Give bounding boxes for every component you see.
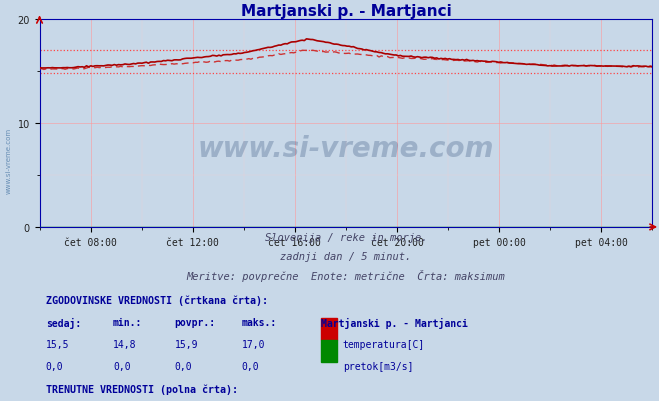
Text: www.si-vreme.com: www.si-vreme.com <box>5 128 12 193</box>
Text: 14,8: 14,8 <box>113 339 136 349</box>
Text: pretok[m3/s]: pretok[m3/s] <box>343 361 413 371</box>
Text: temperatura[C]: temperatura[C] <box>343 339 425 349</box>
Text: 0,0: 0,0 <box>113 361 130 371</box>
Text: www.si-vreme.com: www.si-vreme.com <box>198 135 494 162</box>
Text: ZGODOVINSKE VREDNOSTI (črtkana črta):: ZGODOVINSKE VREDNOSTI (črtkana črta): <box>45 295 268 306</box>
Text: 0,0: 0,0 <box>242 361 260 371</box>
Text: min.:: min.: <box>113 317 142 327</box>
Text: Meritve: povprečne  Enote: metrične  Črta: maksimum: Meritve: povprečne Enote: metrične Črta:… <box>186 270 505 282</box>
Text: sedaj:: sedaj: <box>45 317 81 328</box>
Bar <box>322 318 337 340</box>
Text: Slovenija / reke in morje.: Slovenija / reke in morje. <box>265 233 427 243</box>
Text: povpr.:: povpr.: <box>175 317 215 327</box>
Bar <box>322 340 337 362</box>
Text: maks.:: maks.: <box>242 317 277 327</box>
Text: zadnji dan / 5 minut.: zadnji dan / 5 minut. <box>280 251 412 261</box>
Title: Martjanski p. - Martjanci: Martjanski p. - Martjanci <box>241 4 451 19</box>
Text: 17,0: 17,0 <box>242 339 266 349</box>
Text: 0,0: 0,0 <box>45 361 63 371</box>
Text: Martjanski p. - Martjanci: Martjanski p. - Martjanci <box>322 317 469 328</box>
Text: 15,9: 15,9 <box>175 339 198 349</box>
Text: TRENUTNE VREDNOSTI (polna črta):: TRENUTNE VREDNOSTI (polna črta): <box>45 383 238 394</box>
Text: 0,0: 0,0 <box>175 361 192 371</box>
Text: 15,5: 15,5 <box>45 339 69 349</box>
